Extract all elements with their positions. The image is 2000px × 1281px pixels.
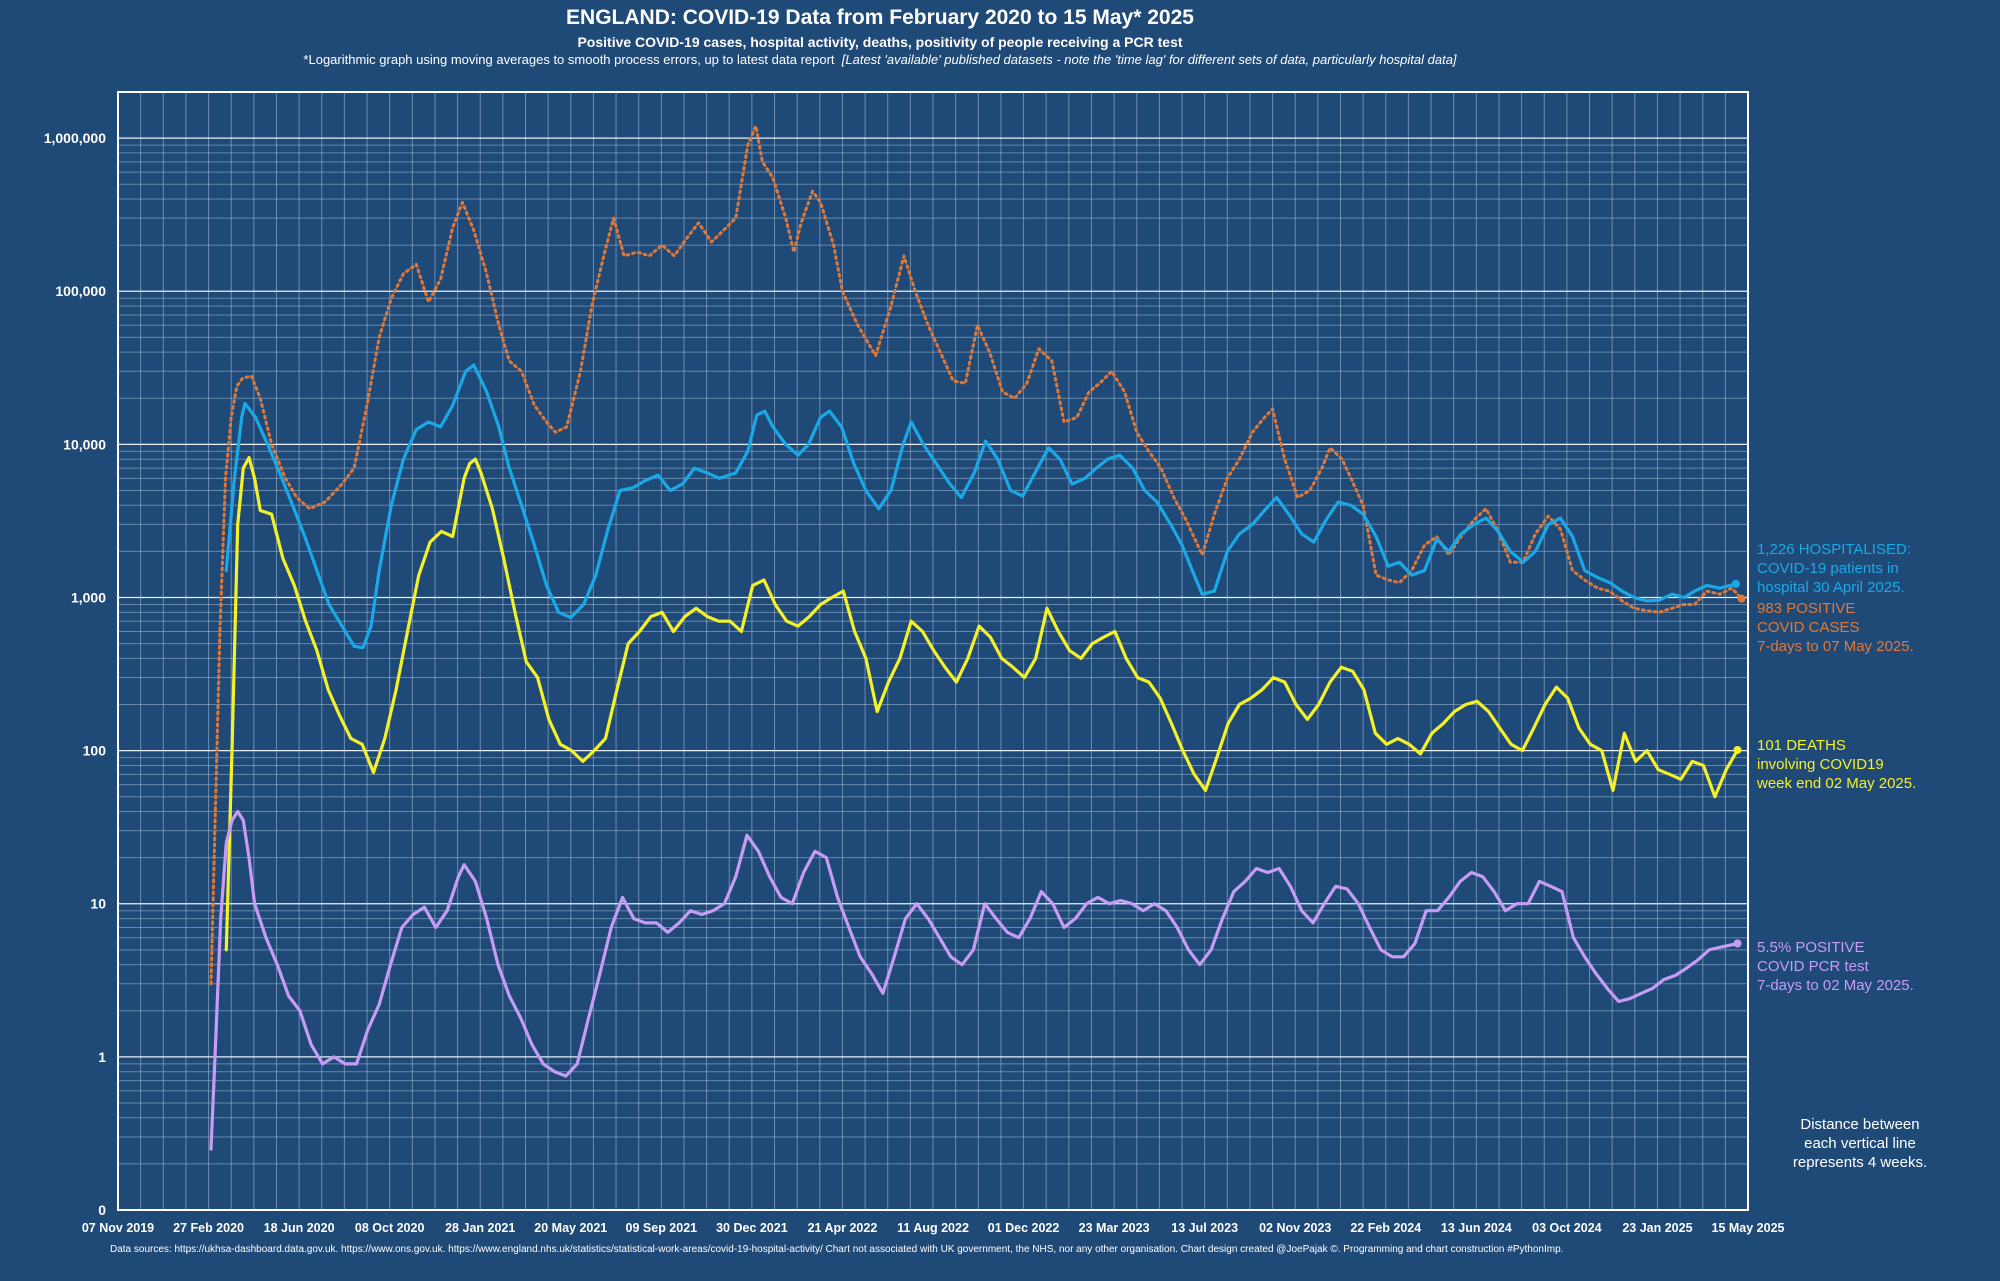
- y-tick-label: 1: [98, 1049, 106, 1065]
- y-tick-label: 10,000: [63, 436, 106, 452]
- x-tick-label: 11 Aug 2022: [897, 1221, 969, 1235]
- series-group: [209, 124, 1746, 1151]
- chart-subtitle: Positive COVID-19 cases, hospital activi…: [577, 34, 1183, 50]
- annotation-line: 7-days to 02 May 2025.: [1757, 977, 1914, 994]
- annotation-pcr-positivity: 5.5% POSITIVE COVID PCR test 7-days to 0…: [1757, 938, 1914, 995]
- series-line: [209, 124, 1743, 986]
- x-tick-label: 08 Oct 2020: [355, 1221, 425, 1235]
- x-tick-label: 07 Nov 2019: [82, 1221, 154, 1235]
- x-tick-label: 18 Jun 2020: [264, 1221, 335, 1235]
- y-axis-ticks: 0 1 10 100 1,000 10,000 100,000 1,000,000: [44, 130, 107, 1218]
- x-tick-label: 01 Dec 2022: [988, 1221, 1060, 1235]
- x-axis-ticks: 07 Nov 2019 27 Feb 2020 18 Jun 2020 08 Oct …: [82, 1221, 1785, 1235]
- annotation-cases: 983 POSITIVE COVID CASES 7-days to 07 Ma…: [1757, 599, 1914, 656]
- annotation-line: 5.5% POSITIVE: [1757, 939, 1865, 956]
- x-tick-label: 30 Dec 2021: [716, 1221, 788, 1235]
- annotation-deaths: 101 DEATHS involving COVID19 week end 02…: [1757, 736, 1916, 793]
- x-tick-label: 13 Jun 2024: [1441, 1221, 1512, 1235]
- distance-line: each vertical line: [1804, 1135, 1916, 1152]
- x-tick-label: 23 Mar 2023: [1079, 1221, 1150, 1235]
- annotation-line: 101 DEATHS: [1757, 737, 1846, 754]
- series-line: [224, 456, 1740, 952]
- plot-border: [117, 91, 1749, 1211]
- annotation-line: week end 02 May 2025.: [1757, 775, 1917, 792]
- series-end-marker: [1731, 579, 1740, 588]
- series-line: [224, 363, 1738, 650]
- y-tick-label: 100: [83, 743, 107, 759]
- annotation-line: involving COVID19: [1757, 756, 1884, 773]
- chart-note: *Logarithmic graph using moving averages…: [0, 52, 1760, 67]
- y-tick-label: 0: [98, 1202, 106, 1218]
- data-sources-footer: Data sources: https://ukhsa-dashboard.da…: [110, 1244, 1564, 1255]
- x-tick-label: 15 May 2025: [1712, 1221, 1785, 1235]
- x-tick-label: 09 Sep 2021: [626, 1221, 698, 1235]
- vertical-line-distance-note: Distance between each vertical line repr…: [1765, 1115, 1955, 1172]
- x-tick-label: 03 Oct 2024: [1532, 1221, 1602, 1235]
- annotation-line: 1,226 HOSPITALISED:: [1757, 541, 1911, 558]
- x-tick-label: 28 Jan 2021: [445, 1221, 515, 1235]
- annotation-line: 7-days to 07 May 2025.: [1757, 638, 1914, 655]
- series-line: [209, 809, 1740, 1151]
- plot-frame: [117, 91, 1749, 1211]
- x-tick-label: 27 Feb 2020: [173, 1221, 244, 1235]
- distance-line: Distance between: [1800, 1116, 1920, 1133]
- x-tick-label: 13 Jul 2023: [1171, 1221, 1238, 1235]
- y-tick-label: 100,000: [55, 283, 106, 299]
- series-end-marker: [1737, 594, 1746, 603]
- x-tick-label: 21 Apr 2022: [808, 1221, 878, 1235]
- y-tick-label: 10: [90, 896, 106, 912]
- x-tick-label: 22 Feb 2024: [1350, 1221, 1421, 1235]
- annotation-line: 983 POSITIVE: [1757, 600, 1856, 617]
- annotation-line: COVID PCR test: [1757, 958, 1869, 975]
- y-tick-label: 1,000,000: [44, 130, 106, 146]
- series-end-marker: [1733, 939, 1742, 948]
- x-tick-label: 20 May 2021: [534, 1221, 607, 1235]
- annotation-hospitalised: 1,226 HOSPITALISED: COVID-19 patients in…: [1757, 540, 1911, 597]
- distance-line: represents 4 weeks.: [1792, 1154, 1928, 1171]
- series-end-marker: [1733, 745, 1742, 754]
- chart-note-italic: [Latest 'available' published datasets -…: [841, 52, 1457, 67]
- chart-note-text: *Logarithmic graph using moving averages…: [303, 52, 835, 67]
- y-tick-label: 1,000: [71, 589, 106, 605]
- x-tick-label: 02 Nov 2023: [1259, 1221, 1331, 1235]
- annotation-line: COVID-19 patients in: [1757, 560, 1899, 577]
- x-tick-label: 23 Jan 2025: [1622, 1221, 1692, 1235]
- annotation-line: hospital 30 April 2025.: [1757, 579, 1905, 596]
- chart-title: ENGLAND: COVID-19 Data from February 202…: [566, 6, 1194, 29]
- annotation-line: COVID CASES: [1757, 619, 1860, 636]
